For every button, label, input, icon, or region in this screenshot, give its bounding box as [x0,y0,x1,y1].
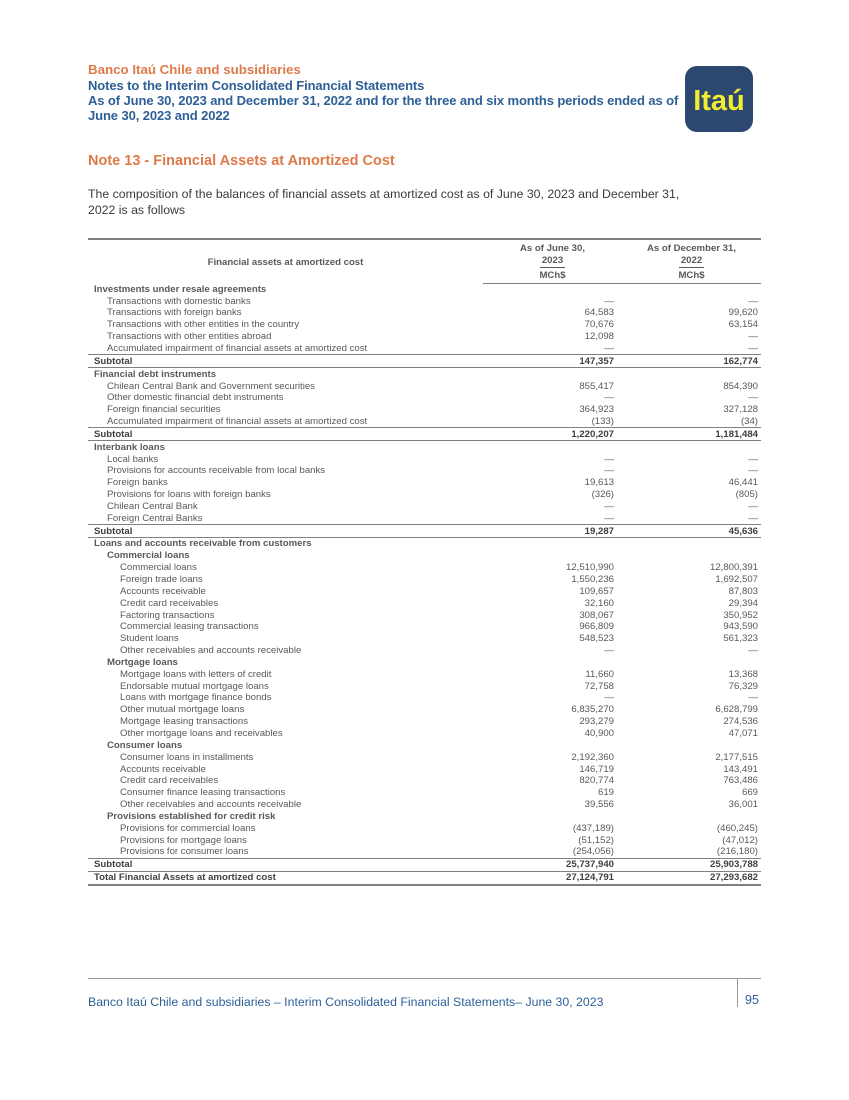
svg-text:Itaú: Itaú [693,85,745,117]
